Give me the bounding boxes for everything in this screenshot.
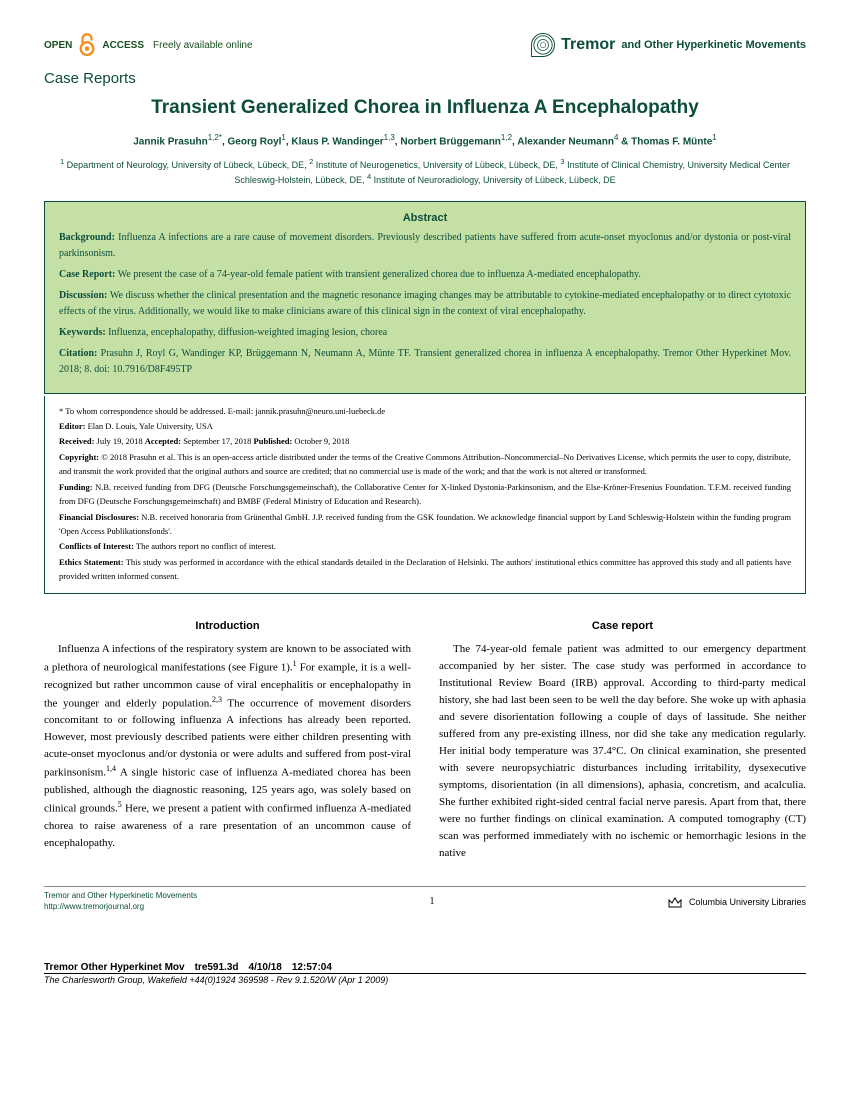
- crown-icon: [667, 895, 683, 909]
- coi-line: Conflicts of Interest: The authors repor…: [59, 539, 791, 553]
- abstract-discussion: Discussion: We discuss whether the clini…: [59, 288, 791, 320]
- typesetter-line1: Tremor Other Hyperkinet Mov tre591.3d 4/…: [44, 962, 806, 973]
- article-title: Transient Generalized Chorea in Influenz…: [44, 97, 806, 119]
- editor-line: Editor: Elan D. Louis, Yale University, …: [59, 419, 791, 433]
- typesetter-line2: The Charlesworth Group, Wakefield +44(0)…: [44, 973, 806, 985]
- open-access-icon: [78, 32, 96, 58]
- open-access-badge: OPEN ACCESS Freely available online: [44, 32, 253, 58]
- journal-main-word: Tremor: [561, 36, 615, 54]
- abstract-case-report: Case Report: We present the case of a 74…: [59, 267, 791, 283]
- copyright-line: Copyright: © 2018 Prasuhn et al. This is…: [59, 450, 791, 479]
- authors-list: Jannik Prasuhn1,2*, Georg Royl1, Klaus P…: [44, 133, 806, 147]
- right-column: Case report The 74-year-old female patie…: [439, 618, 806, 863]
- ethics-line: Ethics Statement: This study was perform…: [59, 555, 791, 584]
- abstract-keywords: Keywords: Influenza, encephalopathy, dif…: [59, 325, 791, 341]
- typesetter-meta: Tremor Other Hyperkinet Mov tre591.3d 4/…: [0, 962, 850, 985]
- case-paragraph: The 74-year-old female patient was admit…: [439, 641, 806, 863]
- journal-title: Tremor and Other Hyperkinetic Movements: [531, 33, 806, 57]
- intro-heading: Introduction: [44, 618, 411, 635]
- page-number: 1: [430, 896, 435, 907]
- abstract-heading: Abstract: [59, 212, 791, 224]
- affiliations: 1 Department of Neurology, University of…: [44, 157, 806, 186]
- journal-logo-icon: [531, 33, 555, 57]
- abstract-background: Background: Influenza A infections are a…: [59, 230, 791, 262]
- abstract-box: Abstract Background: Influenza A infecti…: [44, 201, 806, 394]
- access-label: ACCESS: [102, 40, 144, 51]
- intro-paragraph: Influenza A infections of the respirator…: [44, 641, 411, 852]
- left-column: Introduction Influenza A infections of t…: [44, 618, 411, 863]
- section-label: Case Reports: [44, 70, 806, 87]
- funding-line: Funding: N.B. received funding from DFG …: [59, 480, 791, 509]
- page-footer: Tremor and Other Hyperkinetic Movements …: [44, 886, 806, 912]
- footer-journal-info: Tremor and Other Hyperkinetic Movements …: [44, 891, 197, 912]
- disclosures-line: Financial Disclosures: N.B. received hon…: [59, 510, 791, 539]
- abstract-citation: Citation: Prasuhn J, Royl G, Wandinger K…: [59, 346, 791, 378]
- journal-rest-words: and Other Hyperkinetic Movements: [621, 39, 806, 51]
- open-label: OPEN: [44, 40, 72, 51]
- page-header: OPEN ACCESS Freely available online Trem…: [44, 32, 806, 58]
- body-columns: Introduction Influenza A infections of t…: [44, 618, 806, 863]
- correspondence: * To whom correspondence should be addre…: [59, 404, 791, 418]
- metadata-box: * To whom correspondence should be addre…: [44, 396, 806, 594]
- case-heading: Case report: [439, 618, 806, 635]
- dates-line: Received: July 19, 2018 Accepted: Septem…: [59, 434, 791, 448]
- freely-available-text: Freely available online: [153, 40, 253, 51]
- footer-publisher: Columbia University Libraries: [667, 895, 806, 909]
